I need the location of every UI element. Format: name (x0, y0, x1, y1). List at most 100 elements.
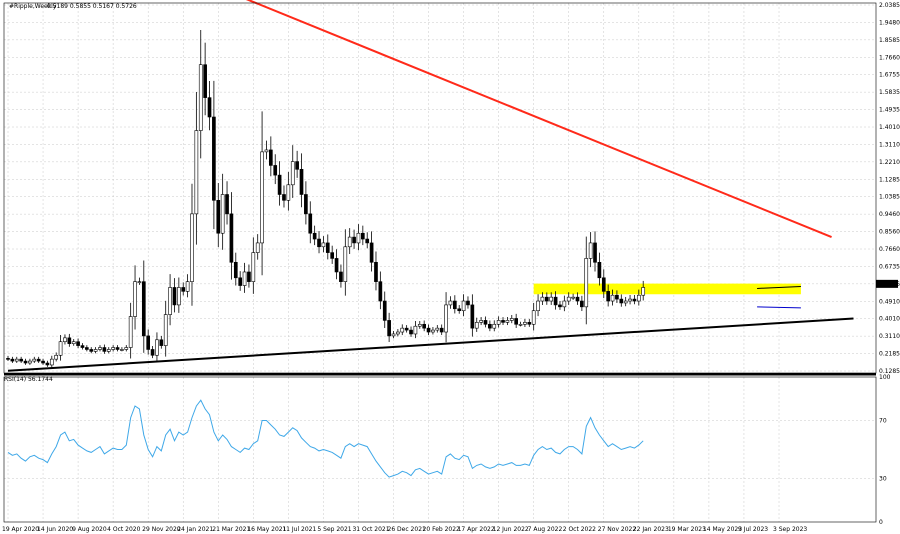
candle-body (238, 277, 243, 286)
candle-body (312, 232, 317, 240)
candle-body (111, 347, 115, 350)
candle-body (505, 320, 510, 323)
candle-body (584, 258, 589, 308)
rsi-tick-label: 100 (879, 374, 891, 381)
candle-body (242, 271, 247, 286)
candle-body (269, 149, 273, 166)
x-tick-label: 2 Oct 2022 (563, 526, 596, 533)
x-tick-label: 14 Jun 2020 (37, 526, 73, 533)
candle-body (378, 281, 383, 302)
y-tick-label: 0.4910 (879, 298, 900, 305)
candle-body (67, 337, 72, 344)
candle-body (233, 261, 238, 279)
candle-body (391, 333, 396, 337)
x-tick-label: 24 Jan 2021 (177, 526, 213, 533)
candle-body (49, 358, 54, 366)
pane-separator (4, 373, 876, 376)
candle-body (317, 238, 321, 248)
candle-body (501, 320, 505, 323)
candle-body (361, 232, 365, 240)
candle-body (225, 194, 229, 215)
y-tick-label: 0.9460 (879, 211, 900, 218)
candle-body (137, 281, 142, 283)
candle-body (400, 327, 405, 333)
candle-body (365, 238, 370, 244)
candle-body (177, 287, 181, 306)
candle-body (124, 347, 129, 350)
candle-body (330, 252, 335, 259)
current-price-box (876, 279, 898, 288)
candle-body (32, 358, 37, 362)
candle-body (457, 308, 462, 312)
candle-body (439, 327, 444, 333)
y-tick-label: 0.6735 (879, 263, 900, 270)
candle-body (509, 318, 514, 321)
candle-body (159, 339, 164, 346)
y-tick-label: 1.4935 (879, 107, 900, 114)
y-tick-label: 2.0385 (879, 2, 900, 9)
x-tick-label: 9 Jul 2023 (738, 526, 768, 533)
candle-body (28, 360, 32, 364)
candle-body (409, 329, 413, 335)
candle-body (562, 300, 567, 308)
candle-body (369, 242, 374, 263)
candle-body (308, 213, 313, 234)
candle-body (14, 358, 19, 362)
candle-body (496, 320, 501, 325)
y-tick-label: 1.8585 (879, 37, 900, 44)
trendline (7, 317, 854, 372)
rsi-line (7, 399, 644, 478)
candle-body (290, 161, 295, 186)
ohlc-label: 0.5189 0.5855 0.5167 0.5726 (47, 3, 137, 10)
candle-body (352, 236, 356, 244)
candle-body (334, 258, 339, 273)
candle-body (163, 314, 168, 346)
candle-body (216, 200, 221, 234)
candle-body (544, 296, 549, 302)
candle-body (452, 300, 457, 310)
candle-body (58, 341, 63, 356)
rsi-tick-label: 0 (879, 519, 883, 526)
x-tick-label: 4 Oct 2020 (107, 526, 140, 533)
candle-body (207, 97, 212, 118)
candle-body (106, 349, 111, 352)
x-tick-label: 26 Dec 2021 (388, 526, 427, 533)
y-tick-label: 1.2210 (879, 159, 900, 166)
candle-body (229, 213, 234, 263)
candle-body (277, 174, 282, 195)
rsi-header: RSI(14) 56.1744 (4, 376, 53, 383)
candle-body (492, 323, 497, 329)
candle-body (85, 347, 89, 350)
candle-body (417, 323, 422, 327)
candle-body (632, 298, 637, 302)
candle-body (536, 300, 540, 312)
candle-body (444, 304, 448, 333)
candle-body (636, 294, 641, 302)
y-tick-label: 1.4010 (879, 124, 900, 131)
candle-body (19, 358, 23, 362)
rsi-tick-label: 70 (879, 418, 887, 425)
candle-body (63, 337, 67, 343)
candle-body (431, 329, 435, 333)
candle-body (185, 281, 190, 292)
candle-body (89, 349, 94, 352)
candle-body (374, 261, 378, 282)
candle-body (10, 358, 15, 362)
candle-body (155, 339, 159, 356)
candle-body (264, 149, 269, 153)
x-tick-label: 22 Jan 2023 (633, 526, 669, 533)
candle-body (549, 296, 554, 302)
candle-body (540, 296, 545, 302)
candle-body (45, 362, 50, 366)
candle-body (575, 296, 580, 302)
candle-body (172, 287, 177, 306)
rsi-series-line (7, 399, 644, 478)
candle-body (120, 349, 124, 351)
candle-body (514, 318, 518, 325)
candle-body (128, 316, 133, 348)
candle-body (168, 287, 172, 315)
x-tick-label: 16 May 2021 (247, 526, 286, 533)
channel-line (757, 286, 801, 289)
